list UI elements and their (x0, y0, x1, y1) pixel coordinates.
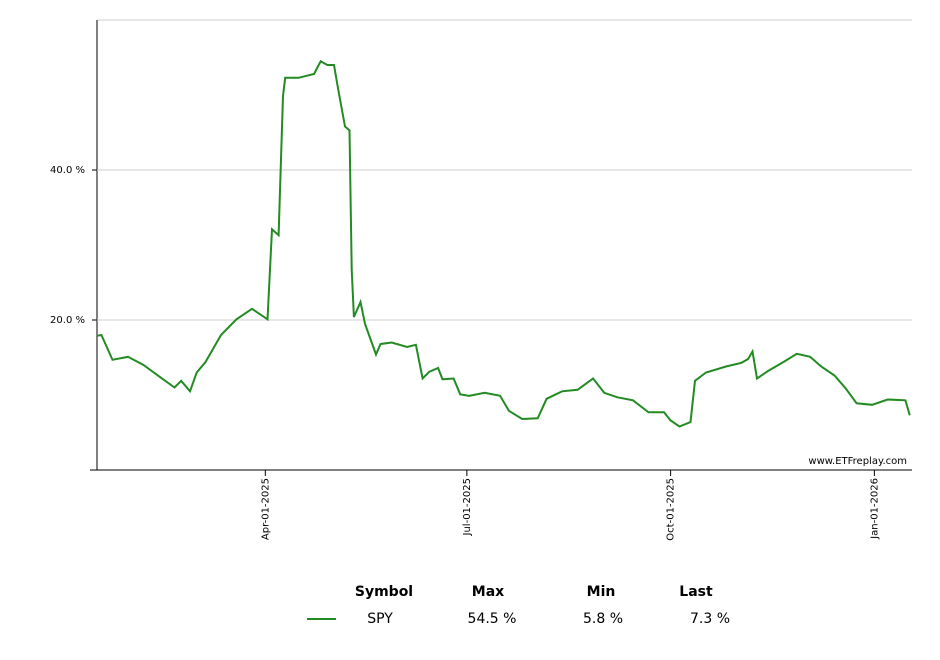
x-tick-label: Oct-01-2025 (666, 478, 677, 541)
table-header: Symbol (355, 584, 413, 600)
y-tick-label: 40.0 % (50, 165, 85, 176)
table-header: Min (587, 584, 616, 600)
y-tick-label: 20.0 % (50, 315, 85, 326)
table-cell: 7.3 % (690, 611, 730, 627)
table-header: Last (679, 584, 713, 600)
table-cell: 5.8 % (583, 611, 623, 627)
legend-label: SPY (367, 611, 393, 627)
source-note: www.ETFreplay.com (808, 456, 907, 467)
table-header: Max (472, 584, 504, 600)
x-tick-label: Jan-01-2026 (869, 478, 880, 540)
table-cell: 54.5 % (468, 611, 517, 627)
x-tick-label: Jul-01-2025 (462, 478, 473, 536)
x-tick-label: Apr-01-2025 (260, 478, 271, 540)
data-line (96, 59, 911, 428)
